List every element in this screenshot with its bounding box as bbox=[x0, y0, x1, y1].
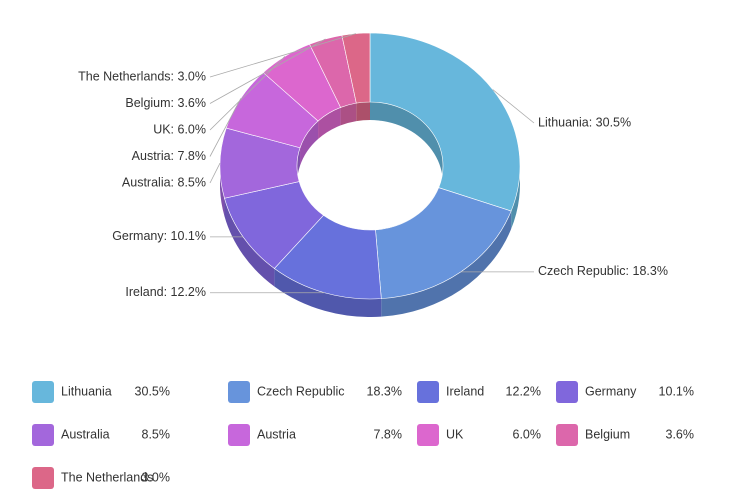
legend-label: Belgium bbox=[585, 427, 630, 441]
legend-item: Australia 8.5% bbox=[32, 424, 170, 446]
legend-value: 3.0% bbox=[142, 470, 171, 484]
legend-item: Austria 7.8% bbox=[228, 424, 402, 446]
legend-item: Lithuania 30.5% bbox=[32, 381, 170, 403]
slice-label: Lithuania: 30.5% bbox=[538, 115, 631, 129]
legend-value: 8.5% bbox=[142, 427, 171, 441]
legend-item: Belgium 3.6% bbox=[556, 424, 694, 446]
legend-value: 18.3% bbox=[367, 384, 402, 398]
slice-inner-wall bbox=[318, 107, 341, 140]
slice bbox=[369, 32, 521, 212]
slice-labels: The Netherlands: 3.0% Belgium: 3.6% UK: 6.… bbox=[78, 33, 668, 299]
legend-swatch bbox=[32, 424, 54, 446]
legend-value: 3.6% bbox=[666, 427, 695, 441]
slice-label: Ireland: 12.2% bbox=[125, 285, 206, 299]
slice bbox=[375, 187, 512, 299]
slice-label: Australia: 8.5% bbox=[122, 175, 206, 189]
slice-side bbox=[224, 198, 275, 287]
slice-side bbox=[381, 211, 512, 317]
legend-swatch bbox=[417, 381, 439, 403]
slice-tops bbox=[219, 32, 521, 300]
label-line bbox=[209, 98, 242, 157]
label-line bbox=[209, 162, 221, 184]
slice-label: UK: 6.0% bbox=[153, 122, 206, 136]
slice-inner-wall bbox=[356, 102, 370, 122]
slice-inner-wall bbox=[340, 103, 357, 126]
label-line bbox=[209, 56, 286, 131]
legend-swatch bbox=[32, 381, 54, 403]
legend-item: Germany 10.1% bbox=[556, 381, 694, 403]
legend-label: The Netherlands bbox=[61, 470, 153, 484]
legend-swatch bbox=[228, 424, 250, 446]
legend-label: Lithuania bbox=[61, 384, 112, 398]
legend-value: 6.0% bbox=[513, 427, 542, 441]
slice-inner-wall bbox=[370, 102, 443, 206]
slice-label: Austria: 7.8% bbox=[132, 149, 206, 163]
slice bbox=[341, 32, 371, 104]
legend-label: UK bbox=[446, 427, 464, 441]
slice-label: Germany: 10.1% bbox=[112, 229, 206, 243]
slice-label: The Netherlands: 3.0% bbox=[78, 69, 206, 83]
slice-side bbox=[274, 268, 382, 317]
legend-label: Australia bbox=[61, 427, 110, 441]
legend-swatch bbox=[32, 467, 54, 489]
legend-value: 12.2% bbox=[506, 384, 541, 398]
legend-label: Germany bbox=[585, 384, 637, 398]
legend-swatch bbox=[556, 424, 578, 446]
legend-swatch bbox=[228, 381, 250, 403]
slice-label: Czech Republic: 18.3% bbox=[538, 264, 668, 278]
legend-item: Ireland 12.2% bbox=[417, 381, 541, 403]
slice-inner-wall bbox=[300, 121, 319, 166]
legend-label: Czech Republic bbox=[257, 384, 345, 398]
legend-value: 10.1% bbox=[659, 384, 694, 398]
legend-swatch bbox=[556, 381, 578, 403]
legend-label: Ireland bbox=[446, 384, 484, 398]
slice-label: Belgium: 3.6% bbox=[125, 96, 206, 110]
legend-label: Austria bbox=[257, 427, 296, 441]
legend-swatch bbox=[417, 424, 439, 446]
label-line bbox=[209, 38, 326, 104]
legend-item: Czech Republic 18.3% bbox=[228, 381, 402, 403]
legend-item: UK 6.0% bbox=[417, 424, 541, 446]
label-line bbox=[209, 33, 356, 78]
legend-value: 7.8% bbox=[374, 427, 403, 441]
legend-value: 30.5% bbox=[135, 384, 170, 398]
label-line bbox=[492, 89, 535, 124]
